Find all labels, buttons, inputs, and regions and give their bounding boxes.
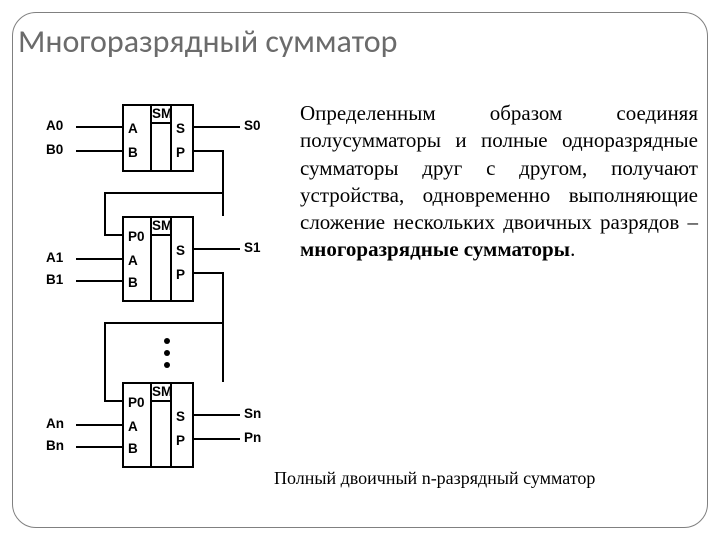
ext-label: S1 — [244, 240, 261, 255]
wire — [104, 192, 224, 194]
wire — [76, 446, 122, 448]
wire — [76, 280, 122, 282]
body-main: Определенным образом соединяя полусуммат… — [300, 101, 698, 234]
wire — [76, 150, 122, 152]
wire — [104, 322, 106, 400]
wire — [194, 272, 222, 274]
pin-b: B — [128, 145, 138, 160]
caption-pre: Полный двоичный — [274, 468, 422, 488]
adder-diagram: SMABSPA0B0S0SMP0ABSPA1B1S1SMP0ABSPAnBnSn… — [24, 100, 284, 500]
pin-p: P — [176, 145, 185, 160]
sm-block: SM AB SP — [122, 104, 194, 172]
wire — [76, 258, 122, 260]
wire — [222, 150, 224, 192]
body-tail: . — [570, 237, 575, 261]
pin-a: A — [128, 419, 138, 434]
wire — [76, 126, 122, 128]
wire — [104, 192, 106, 234]
ext-label: S0 — [244, 118, 261, 133]
ext-label: An — [46, 416, 64, 431]
pin-b: B — [128, 441, 138, 456]
pin-s: S — [176, 121, 185, 136]
ext-label: Bn — [46, 438, 64, 453]
wire — [104, 234, 122, 236]
pin-p: P — [176, 433, 185, 448]
continuation-dots — [164, 338, 170, 374]
wire — [194, 414, 240, 416]
ext-label: A1 — [46, 250, 63, 265]
caption-post: -разрядный сумматор — [431, 468, 596, 488]
pin-p: P — [176, 267, 185, 282]
wire — [76, 424, 122, 426]
sm-block: SM P0 AB SP — [122, 216, 194, 302]
pin-s: S — [176, 409, 185, 424]
wire — [104, 322, 224, 324]
pin-p0: P0 — [128, 395, 145, 410]
wire — [104, 400, 122, 402]
caption-n: n — [422, 468, 431, 488]
ext-label: B0 — [46, 142, 63, 157]
body-term: многоразрядные сумматоры — [300, 237, 570, 261]
ext-label: B1 — [46, 272, 63, 287]
wire — [194, 438, 240, 440]
ext-label: A0 — [46, 118, 63, 133]
body-paragraph: Определенным образом соединяя полусуммат… — [300, 100, 698, 264]
block-label: SM — [152, 106, 172, 121]
pin-s: S — [176, 243, 185, 258]
block-label: SM — [152, 384, 172, 399]
wire — [194, 126, 240, 128]
pin-a: A — [128, 121, 138, 136]
ext-label: Pn — [244, 430, 261, 445]
pin-a: A — [128, 253, 138, 268]
pin-p0: P0 — [128, 229, 145, 244]
page-title: Многоразрядный сумматор — [18, 22, 397, 61]
ext-label: Sn — [244, 406, 261, 421]
wire — [194, 150, 222, 152]
block-label: SM — [152, 218, 172, 233]
diagram-caption: Полный двоичный n-разрядный сумматор — [274, 468, 595, 489]
wire — [222, 272, 224, 322]
pin-b: B — [128, 275, 138, 290]
sm-block: SM P0 AB SP — [122, 382, 194, 468]
wire — [194, 248, 240, 250]
